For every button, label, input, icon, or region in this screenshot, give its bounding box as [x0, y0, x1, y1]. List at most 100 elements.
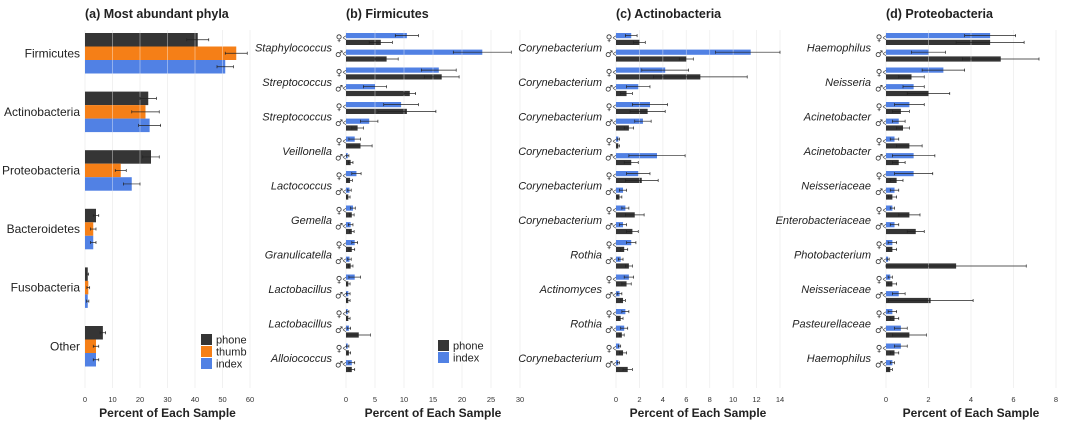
x-tick-label: 5 [373, 395, 377, 404]
female-symbol: ♀ [606, 310, 613, 320]
bar [346, 90, 410, 97]
bracket [342, 277, 347, 280]
bracket [882, 210, 887, 213]
female-symbol: ♀ [606, 172, 613, 182]
bar [616, 39, 640, 45]
x-tick-label: 10 [729, 395, 737, 404]
bracket [882, 348, 887, 351]
bracket [882, 122, 887, 126]
male-symbol: ♂ [875, 222, 883, 232]
bracket [342, 72, 347, 75]
female-symbol: ♀ [336, 206, 343, 216]
bar [616, 33, 632, 39]
x-tick-label: 6 [1011, 395, 1015, 404]
x-tick-label: 10 [108, 395, 116, 404]
bracket [342, 258, 347, 262]
male-symbol: ♂ [605, 326, 613, 336]
bar [85, 353, 96, 367]
bracket [612, 277, 617, 280]
category-label: Staphylococcus [255, 42, 333, 54]
category-label: Corynebacterium [518, 42, 602, 54]
male-symbol: ♂ [335, 257, 343, 267]
x-tick-label: 30 [163, 395, 171, 404]
category-label: Neisseriaceae [801, 180, 871, 192]
bracket [882, 104, 887, 108]
bar [886, 49, 929, 55]
bracket [612, 242, 617, 246]
female-symbol: ♀ [336, 172, 343, 182]
legend-swatch [201, 358, 212, 369]
x-tick-label: 0 [884, 395, 888, 404]
bracket [882, 364, 887, 367]
x-tick-label: 6 [684, 395, 688, 404]
bracket [612, 364, 617, 367]
male-symbol: ♂ [875, 188, 883, 198]
bar [85, 163, 121, 178]
bracket [612, 226, 617, 229]
x-axis-label: Percent of Each Sample [630, 406, 767, 420]
category-label: Corynebacterium [518, 215, 602, 227]
bracket [342, 311, 347, 315]
category-label: Corynebacterium [518, 180, 602, 192]
category-label: Veillonella [282, 146, 332, 158]
bracket [612, 362, 617, 365]
bracket [342, 189, 347, 193]
bar [886, 228, 916, 235]
female-symbol: ♀ [606, 206, 613, 216]
bracket [342, 141, 347, 144]
panel-title: (b) Firmicutes [346, 7, 429, 21]
bar [616, 228, 633, 235]
category-label: Rothia [570, 318, 602, 330]
bracket [342, 313, 347, 317]
bracket [342, 364, 347, 367]
bracket [342, 157, 347, 160]
bracket [882, 35, 887, 39]
female-symbol: ♀ [336, 310, 343, 320]
bar [886, 125, 903, 131]
bar [886, 360, 893, 366]
bracket [342, 327, 347, 331]
bracket [612, 139, 617, 142]
female-symbol: ♀ [336, 68, 343, 78]
bar [616, 309, 626, 315]
bracket [882, 244, 887, 248]
bar [346, 33, 407, 39]
bar [616, 246, 625, 252]
bracket [612, 106, 617, 110]
male-symbol: ♂ [875, 326, 883, 336]
bar [616, 125, 629, 131]
female-symbol: ♀ [606, 68, 613, 78]
bracket [342, 35, 347, 39]
bracket [882, 88, 887, 91]
female-symbol: ♀ [606, 34, 613, 44]
bracket [882, 120, 887, 124]
male-symbol: ♂ [605, 50, 613, 60]
bracket [342, 139, 347, 142]
male-symbol: ♂ [605, 291, 613, 301]
male-symbol: ♂ [335, 153, 343, 163]
bar [346, 212, 352, 218]
bracket [882, 157, 887, 160]
bracket [612, 51, 617, 55]
bracket [882, 226, 887, 229]
bracket [342, 175, 347, 179]
x-tick-label: 14 [776, 395, 784, 404]
bracket [882, 277, 887, 280]
category-label: Other [50, 339, 80, 353]
bracket [342, 279, 347, 282]
male-symbol: ♂ [335, 360, 343, 370]
legend-swatch [201, 346, 212, 357]
category-label: Firmicutes [25, 46, 80, 60]
bracket [882, 293, 887, 296]
bracket [882, 313, 887, 317]
male-symbol: ♂ [335, 119, 343, 129]
male-symbol: ♂ [335, 291, 343, 301]
bar [85, 91, 149, 106]
bar [346, 49, 483, 55]
x-tick-label: 50 [218, 395, 226, 404]
male-symbol: ♂ [605, 222, 613, 232]
bar [85, 326, 103, 340]
bar [85, 177, 132, 191]
x-tick-label: 20 [458, 395, 466, 404]
x-tick-label: 0 [614, 395, 618, 404]
